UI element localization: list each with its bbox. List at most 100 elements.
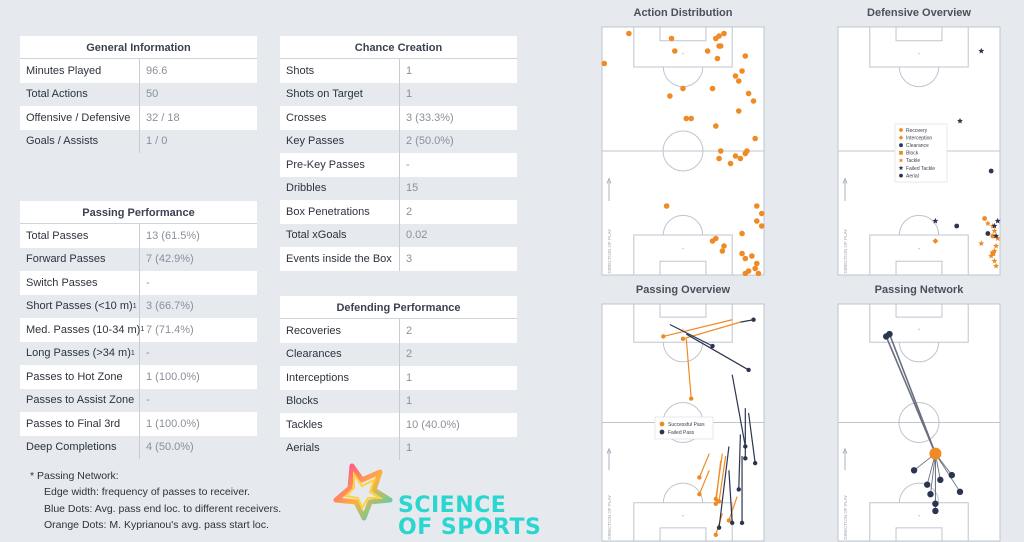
center-circle — [898, 402, 940, 443]
table-row: Goals / Assists 1 / 0 — [20, 129, 257, 153]
action-point — [739, 230, 745, 237]
general-info-title: General Information — [20, 36, 257, 59]
legend-marker-icon — [659, 429, 665, 435]
penalty-spot — [918, 52, 920, 55]
table-row: Shots 1 — [280, 59, 517, 83]
successful-pass — [698, 453, 710, 478]
pitch-lines: DIRECTION OF PLAY — [601, 26, 765, 276]
row-value: 4 (50.0%) — [146, 441, 194, 454]
successful-pass — [685, 338, 692, 399]
row-label: Passes to Assist Zone — [20, 388, 140, 412]
center-circle — [662, 130, 704, 172]
receiver-node — [883, 333, 890, 340]
action-point — [735, 78, 742, 84]
action-point — [721, 243, 727, 249]
row-value: 1 — [406, 64, 413, 77]
chance-creation-title: Chance Creation — [280, 36, 517, 59]
row-value: 1 (100.0%) — [146, 417, 200, 430]
penalty-arc-bottom — [898, 214, 940, 236]
legend-marker-icon — [899, 150, 903, 155]
row-label: Blocks — [280, 389, 400, 413]
row-label: Switch Passes — [20, 271, 140, 295]
action-point — [758, 223, 765, 229]
action-point — [717, 148, 724, 154]
defensive-action-point — [932, 238, 939, 244]
table-row: Key Passes 2 (50.0%) — [280, 129, 517, 153]
action-point — [754, 260, 760, 267]
goal-box-bottom — [659, 260, 707, 276]
row-label: Med. Passes (10-34 m) 1 — [20, 318, 144, 342]
action-point — [735, 108, 742, 114]
row-label: Total xGoals — [280, 223, 400, 247]
receiver-node — [924, 481, 931, 488]
penalty-arc-bottom — [898, 482, 940, 503]
row-label: Deep Completions — [20, 435, 140, 459]
action-point — [754, 218, 760, 224]
action-point — [713, 123, 719, 129]
row-label: Interceptions — [280, 366, 400, 390]
row-label: Passes to Final 3rd — [20, 412, 140, 436]
successful-pass-end — [716, 499, 722, 504]
row-value: 7 (42.9%) — [146, 253, 194, 266]
action-point — [663, 203, 670, 209]
failed-pass-end — [746, 367, 751, 373]
table-row: Forward Passes 7 (42.9%) — [20, 247, 257, 271]
action-point — [754, 203, 760, 209]
goal-box-bottom — [895, 260, 943, 276]
passing-network-footnote: * Passing Network: Edge width: frequency… — [30, 468, 281, 533]
failed-pass — [718, 446, 730, 528]
failed-pass-end — [710, 343, 715, 349]
row-value: 3 — [406, 252, 413, 265]
defensive-action-point — [993, 232, 1000, 239]
failed-pass-end — [752, 460, 758, 466]
row-label: Long Passes (>34 m) 1 — [20, 341, 140, 365]
row-label: Goals / Assists — [20, 129, 140, 153]
footnote-line: Orange Dots: M. Kyprianou's avg. pass st… — [44, 518, 269, 531]
table-row: Total Passes 13 (61.5%) — [20, 224, 257, 248]
action-distribution-pitch: DIRECTION OF PLAY — [601, 26, 765, 276]
action-point — [727, 160, 734, 167]
row-label: Tackles — [280, 413, 400, 437]
failed-pass — [748, 412, 756, 464]
table-row: Deep Completions 4 (50.0%) — [20, 435, 257, 459]
row-value: 1 / 0 — [146, 135, 168, 148]
table-row: Switch Passes - — [20, 271, 257, 295]
successful-pass — [718, 455, 727, 502]
goal-box-top — [895, 303, 943, 318]
action-point — [732, 73, 739, 79]
footnote-line: Blue Dots: Avg. pass end loc. to differe… — [44, 502, 282, 515]
direction-arrow-icon — [842, 177, 848, 184]
passing-performance-table: Passing Performance Total Passes 13 (61.5… — [20, 201, 257, 459]
successful-pass-end — [689, 396, 694, 401]
legend-box — [894, 123, 948, 183]
row-value: 32 / 18 — [146, 111, 180, 124]
passer-node — [929, 447, 942, 460]
row-value: 15 — [406, 182, 419, 195]
row-value: 13 (61.5%) — [146, 229, 200, 242]
passing-performance-title: Passing Performance — [20, 201, 257, 224]
defensive-overview-title: Defensive Overview — [867, 7, 971, 19]
row-label: Clearances — [280, 342, 400, 366]
action-point — [739, 68, 745, 74]
table-row: Total xGoals 0.02 — [280, 223, 517, 247]
defensive-action-point — [991, 247, 998, 254]
row-value: - — [146, 347, 150, 360]
defensive-action-point — [990, 233, 996, 239]
row-value: 96.6 — [146, 64, 168, 77]
failed-pass-end — [739, 520, 745, 526]
chance-creation-table: Chance Creation Shots 1 Shots on Target 1 Cr… — [280, 36, 517, 271]
receiver-node — [937, 476, 944, 484]
row-label: Aerials — [280, 436, 400, 460]
defensive-action-point — [982, 216, 987, 221]
action-point — [716, 43, 722, 49]
legend-label: Tackle — [906, 158, 920, 164]
penalty-arc-top — [898, 66, 940, 88]
row-value: 10 (40.0%) — [406, 418, 460, 431]
action-point — [709, 85, 716, 92]
legend-marker-icon — [898, 157, 904, 163]
row-value: 1 — [406, 371, 413, 384]
legend-marker-icon — [899, 143, 903, 148]
failed-pass — [731, 374, 746, 447]
penalty-arc-bottom — [662, 214, 704, 236]
